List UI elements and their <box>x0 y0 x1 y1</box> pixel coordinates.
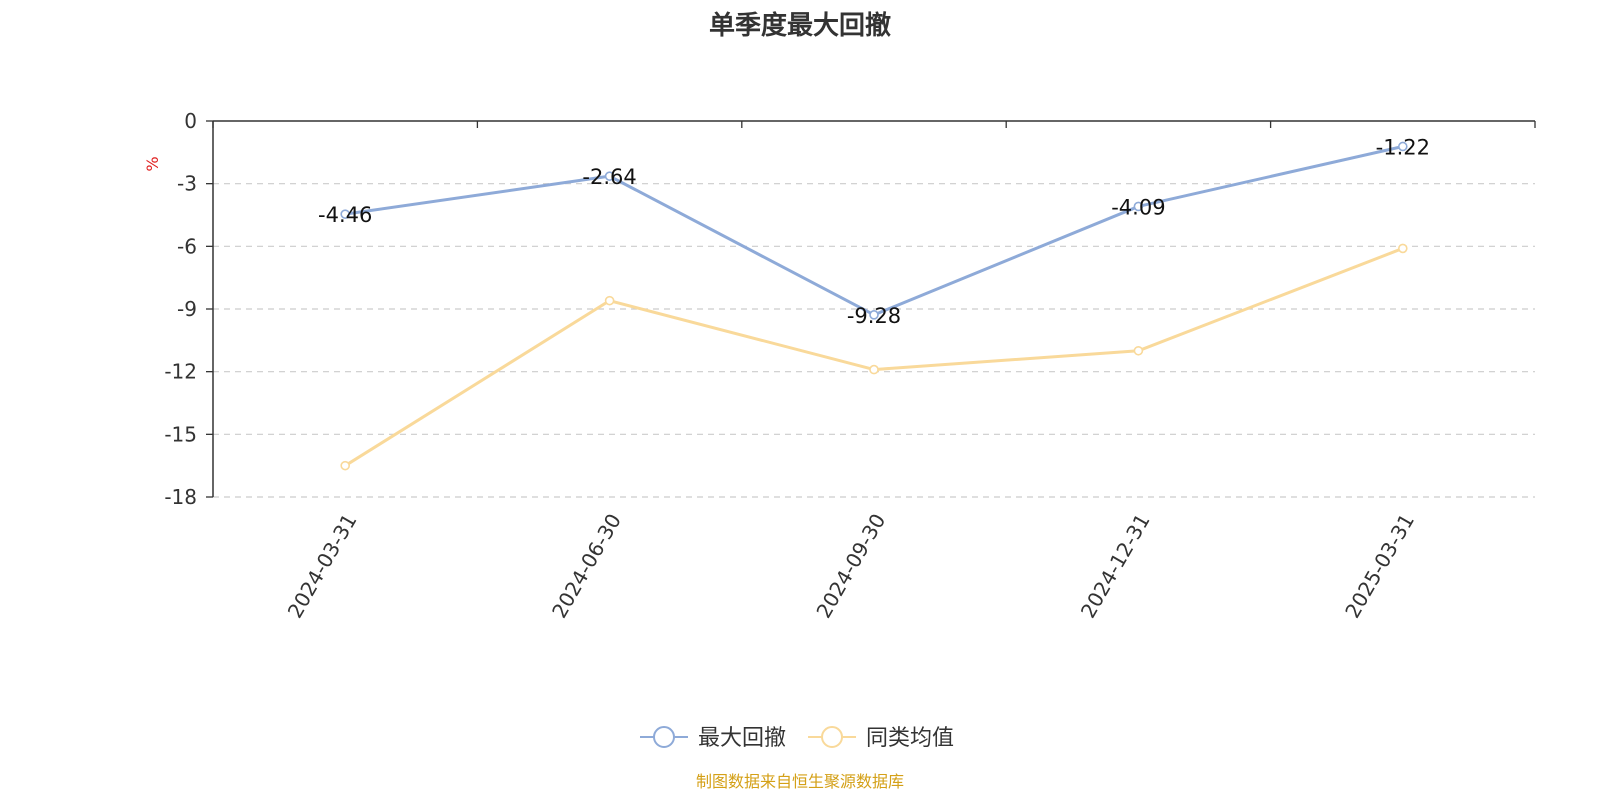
x-tick-label: 2024-09-30 <box>811 510 890 623</box>
y-tick-label: -9 <box>177 297 197 321</box>
data-point[interactable] <box>340 460 351 471</box>
y-axis-unit: % <box>143 156 162 171</box>
y-tick-label: -18 <box>164 485 197 509</box>
chart-title: 单季度最大回撤 <box>709 10 891 41</box>
data-label: -4.46 <box>318 203 372 227</box>
data-point[interactable] <box>1398 243 1408 254</box>
legend-item[interactable]: 最大回撤 <box>640 726 786 751</box>
legend-label: 同类均值 <box>866 726 954 751</box>
data-label: -9.28 <box>847 304 901 328</box>
y-tick-label: 0 <box>184 109 197 133</box>
data-point[interactable] <box>1133 345 1144 356</box>
y-tick-label: -15 <box>164 422 197 446</box>
axes: 0 -3 -6 -9 -12 -15 -18 2024-03-31 2024-06-30 2024… <box>164 109 1536 623</box>
data-label: -2.64 <box>582 165 636 189</box>
y-tick-label: -3 <box>177 172 197 196</box>
x-tick-label: 2024-03-31 <box>283 510 362 623</box>
x-tick-label: 2024-12-31 <box>1076 510 1155 623</box>
y-tick-label: -12 <box>164 360 197 384</box>
grid-lines <box>213 183 1535 498</box>
x-tick-label: 2025-03-31 <box>1340 510 1419 623</box>
data-point[interactable] <box>604 171 615 181</box>
y-tick-label: -6 <box>177 234 197 258</box>
data-label: -1.22 <box>1376 135 1430 159</box>
data-point[interactable] <box>1133 201 1144 212</box>
legend-label: 最大回撤 <box>698 726 786 751</box>
data-point[interactable] <box>604 295 615 306</box>
legend-marker <box>821 726 844 748</box>
legend: 最大回撤 同类均值 <box>640 726 954 751</box>
data-labels: -4.46 -2.64 -9.28 -4.09 -1.22 <box>318 135 1430 327</box>
data-point[interactable] <box>869 310 879 320</box>
series <box>340 141 1408 471</box>
data-point[interactable] <box>340 209 351 219</box>
source-note: 制图数据来自恒生聚源数据库 <box>696 772 904 791</box>
x-tick-label: 2024-06-30 <box>547 510 626 623</box>
legend-item[interactable]: 同类均值 <box>808 726 954 751</box>
series-line <box>343 144 1405 317</box>
data-point[interactable] <box>1398 141 1408 152</box>
legend-marker <box>653 726 675 748</box>
series-line <box>343 246 1405 468</box>
data-label: -4.09 <box>1111 195 1165 219</box>
data-point[interactable] <box>869 364 879 375</box>
